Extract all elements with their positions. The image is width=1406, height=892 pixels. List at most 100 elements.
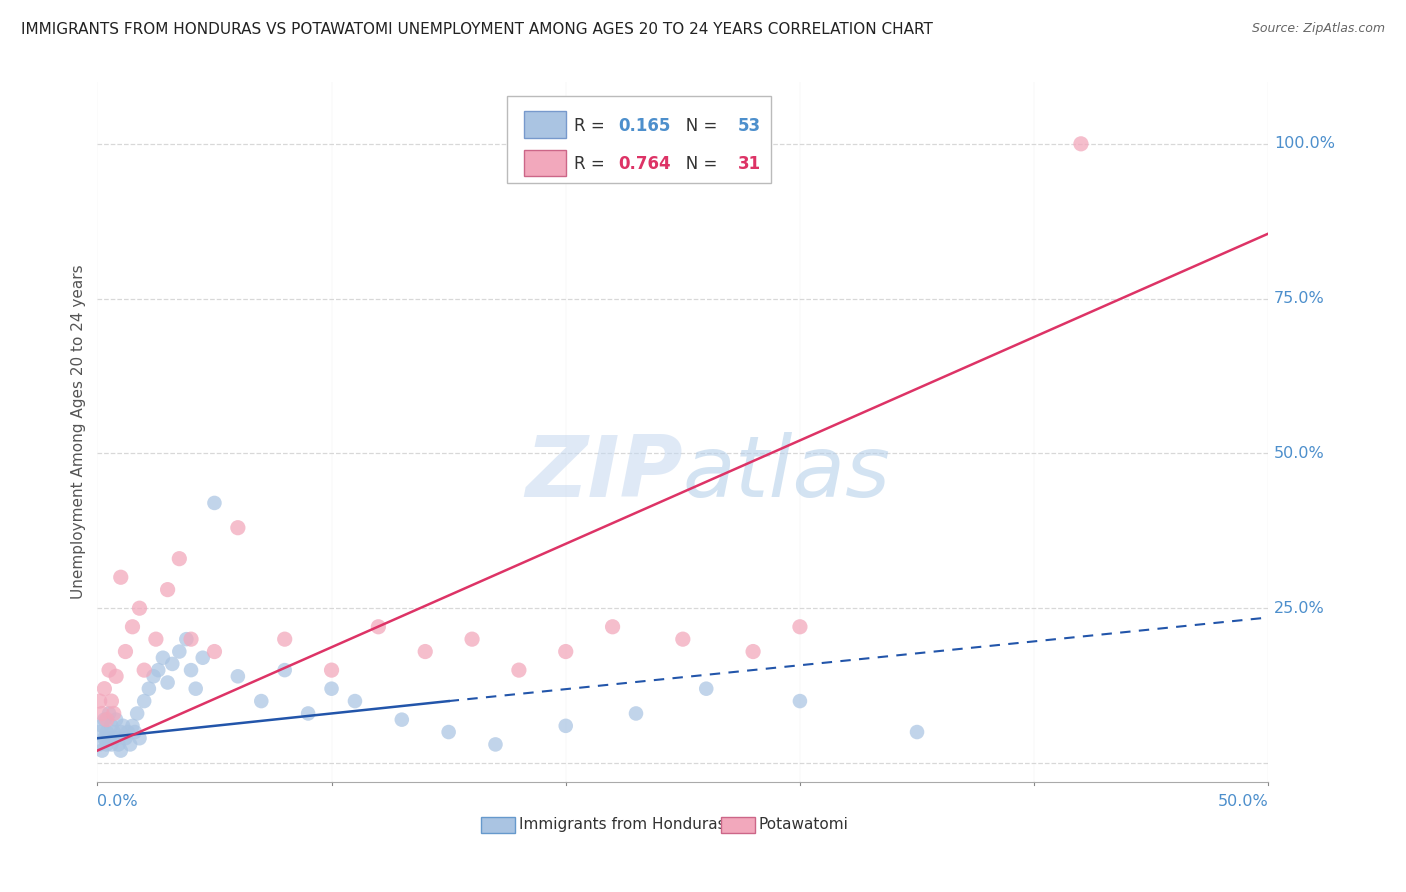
Text: 0.0%: 0.0% bbox=[97, 794, 138, 809]
Point bbox=[98, 706, 121, 721]
Point bbox=[742, 644, 765, 658]
Point bbox=[134, 694, 156, 708]
Text: IMMIGRANTS FROM HONDURAS VS POTAWATOMI UNEMPLOYMENT AMONG AGES 20 TO 24 YEARS CO: IMMIGRANTS FROM HONDURAS VS POTAWATOMI U… bbox=[21, 22, 934, 37]
Text: atlas: atlas bbox=[683, 433, 891, 516]
Point bbox=[91, 743, 114, 757]
Point bbox=[226, 669, 249, 683]
Point bbox=[134, 663, 156, 677]
Point bbox=[1070, 136, 1092, 151]
Point bbox=[367, 620, 389, 634]
Point bbox=[226, 521, 249, 535]
Text: ZIP: ZIP bbox=[526, 433, 683, 516]
Point bbox=[89, 694, 111, 708]
Point bbox=[96, 713, 118, 727]
Point bbox=[204, 644, 226, 658]
Point bbox=[114, 731, 136, 746]
FancyBboxPatch shape bbox=[721, 816, 755, 833]
Text: Immigrants from Honduras: Immigrants from Honduras bbox=[519, 817, 725, 832]
FancyBboxPatch shape bbox=[523, 150, 565, 177]
Text: 50.0%: 50.0% bbox=[1274, 446, 1324, 461]
Point bbox=[98, 663, 121, 677]
Point bbox=[176, 632, 198, 647]
Point bbox=[461, 632, 484, 647]
FancyBboxPatch shape bbox=[523, 112, 565, 138]
Point bbox=[103, 706, 125, 721]
Point bbox=[273, 663, 295, 677]
Point bbox=[93, 681, 115, 696]
Point bbox=[343, 694, 366, 708]
Point bbox=[169, 551, 191, 566]
Point bbox=[184, 681, 207, 696]
Text: 50.0%: 50.0% bbox=[1218, 794, 1268, 809]
Text: 75.0%: 75.0% bbox=[1274, 291, 1324, 306]
Point bbox=[107, 738, 129, 752]
Text: N =: N = bbox=[669, 117, 723, 135]
Point bbox=[162, 657, 184, 671]
Point bbox=[145, 632, 167, 647]
Point bbox=[789, 694, 811, 708]
Point bbox=[321, 681, 343, 696]
Point bbox=[180, 663, 202, 677]
Point bbox=[93, 713, 115, 727]
Point bbox=[120, 738, 142, 752]
Text: Potawatomi: Potawatomi bbox=[759, 817, 849, 832]
Point bbox=[484, 738, 506, 752]
Point bbox=[128, 731, 150, 746]
Point bbox=[273, 632, 295, 647]
Point bbox=[156, 675, 179, 690]
Point bbox=[114, 644, 136, 658]
Text: 31: 31 bbox=[738, 155, 761, 173]
Point bbox=[105, 731, 128, 746]
Text: Source: ZipAtlas.com: Source: ZipAtlas.com bbox=[1251, 22, 1385, 36]
Point bbox=[391, 713, 413, 727]
Point bbox=[413, 644, 436, 658]
Point bbox=[121, 719, 143, 733]
Text: R =: R = bbox=[574, 117, 610, 135]
Point bbox=[110, 725, 132, 739]
Point bbox=[138, 681, 160, 696]
Point bbox=[117, 725, 139, 739]
Point bbox=[554, 644, 576, 658]
Text: N =: N = bbox=[669, 155, 723, 173]
Point bbox=[321, 663, 343, 677]
Text: 100.0%: 100.0% bbox=[1274, 136, 1336, 152]
Point bbox=[96, 725, 118, 739]
Y-axis label: Unemployment Among Ages 20 to 24 years: Unemployment Among Ages 20 to 24 years bbox=[72, 264, 86, 599]
Point bbox=[789, 620, 811, 634]
Point bbox=[98, 731, 121, 746]
Point bbox=[112, 719, 135, 733]
Point bbox=[204, 496, 226, 510]
Point bbox=[554, 719, 576, 733]
Point bbox=[169, 644, 191, 658]
Point bbox=[128, 601, 150, 615]
Point bbox=[672, 632, 695, 647]
Point bbox=[508, 663, 530, 677]
Text: 25.0%: 25.0% bbox=[1274, 600, 1324, 615]
Point bbox=[91, 706, 114, 721]
Point bbox=[105, 713, 128, 727]
Point bbox=[91, 719, 114, 733]
Point bbox=[93, 731, 115, 746]
Point bbox=[89, 725, 111, 739]
Point bbox=[89, 738, 111, 752]
Point bbox=[127, 706, 149, 721]
Point bbox=[124, 725, 146, 739]
Point bbox=[624, 706, 647, 721]
Point bbox=[695, 681, 717, 696]
Point bbox=[96, 738, 118, 752]
FancyBboxPatch shape bbox=[508, 96, 770, 184]
Text: 0.165: 0.165 bbox=[619, 117, 671, 135]
Point bbox=[100, 719, 122, 733]
Point bbox=[152, 650, 174, 665]
Point bbox=[110, 743, 132, 757]
Point bbox=[148, 663, 170, 677]
Text: R =: R = bbox=[574, 155, 610, 173]
FancyBboxPatch shape bbox=[481, 816, 516, 833]
Point bbox=[105, 669, 128, 683]
Point bbox=[100, 694, 122, 708]
Point bbox=[142, 669, 165, 683]
Point bbox=[156, 582, 179, 597]
Point bbox=[191, 650, 214, 665]
Point bbox=[100, 738, 122, 752]
Text: 0.764: 0.764 bbox=[619, 155, 671, 173]
